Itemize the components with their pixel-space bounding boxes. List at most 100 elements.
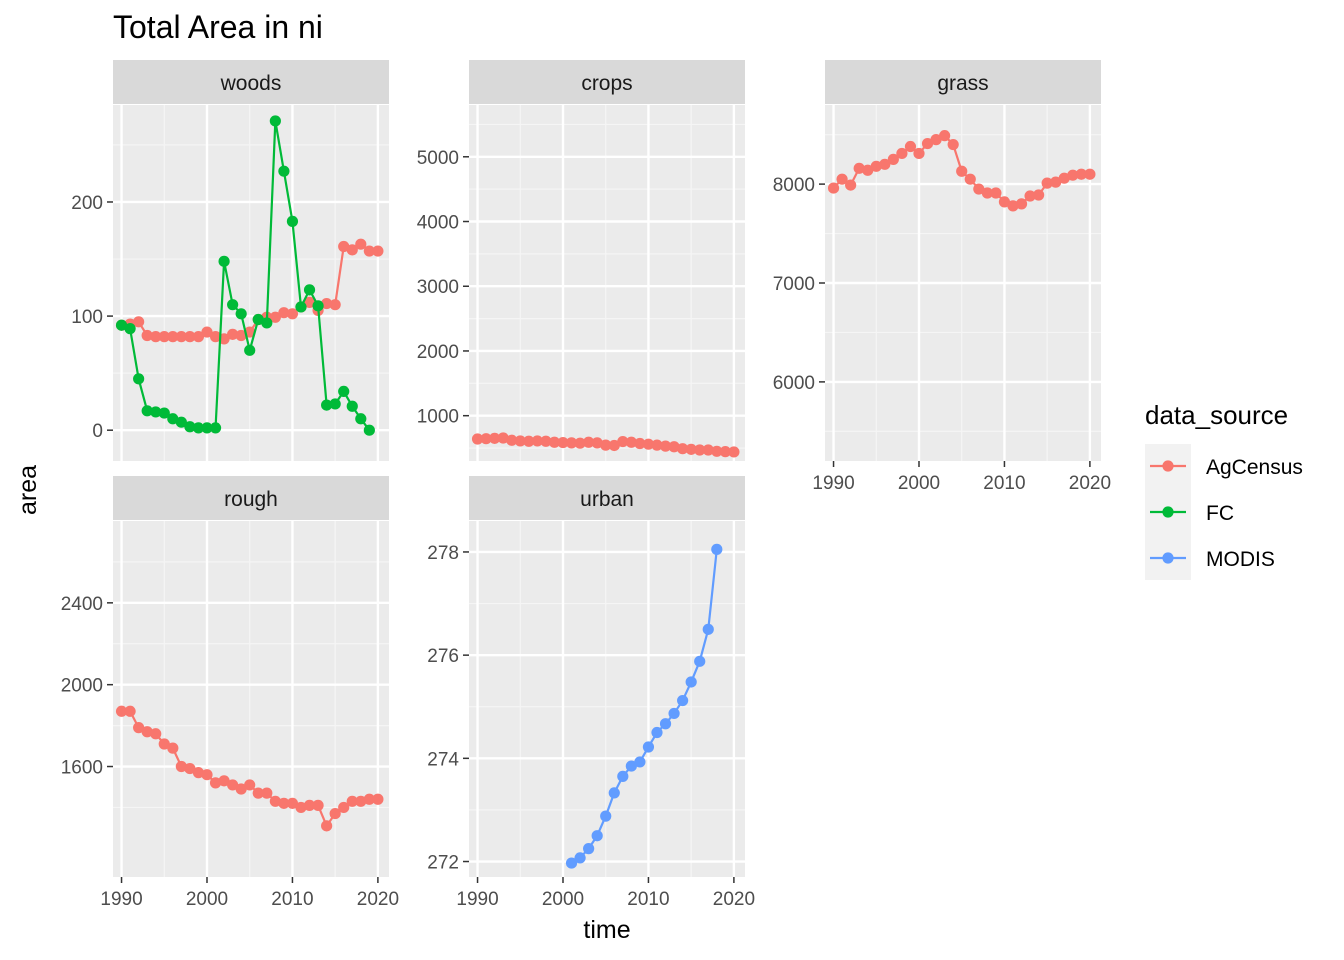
data-point xyxy=(845,179,857,191)
data-point xyxy=(719,446,731,458)
legend-entry-MODIS: MODIS xyxy=(1150,548,1275,571)
data-point xyxy=(887,153,899,165)
y-tick-label: 276 xyxy=(427,646,459,667)
data-point xyxy=(175,331,187,343)
data-point xyxy=(201,769,213,781)
data-point xyxy=(617,770,629,782)
data-point xyxy=(998,196,1011,208)
data-point xyxy=(355,413,367,425)
legend-entry-AgCensus: AgCensus xyxy=(1150,456,1303,479)
data-point xyxy=(685,443,697,455)
series-MODIS xyxy=(565,543,723,869)
y-axis-title: area xyxy=(14,465,42,515)
data-point xyxy=(329,398,341,410)
data-point xyxy=(184,762,196,775)
x-tick-label: 2000 xyxy=(542,889,584,910)
facet-strip xyxy=(469,476,745,520)
facet-strip-label: woods xyxy=(220,72,282,95)
data-point xyxy=(346,795,358,807)
data-point xyxy=(192,422,205,434)
x-tick-label: 2000 xyxy=(898,473,940,494)
x-tick-label: 1990 xyxy=(812,473,854,494)
data-point xyxy=(694,655,706,667)
y-tick-label: 6000 xyxy=(773,373,815,394)
legend-label: FC xyxy=(1206,502,1234,525)
data-point xyxy=(642,741,655,753)
panel-background xyxy=(113,521,389,877)
data-point xyxy=(685,676,697,688)
data-point xyxy=(1058,172,1070,184)
data-point xyxy=(158,331,170,343)
data-point xyxy=(167,331,179,343)
data-point xyxy=(295,301,307,313)
data-point xyxy=(227,328,239,340)
y-tick-label: 7000 xyxy=(773,274,815,295)
data-point xyxy=(372,793,384,805)
gridlines xyxy=(825,105,1101,461)
data-point xyxy=(261,317,273,329)
y-tick-label: 0 xyxy=(92,421,103,442)
data-point xyxy=(286,797,299,809)
data-point xyxy=(728,446,740,458)
data-point xyxy=(235,783,247,795)
data-point xyxy=(346,400,358,412)
data-point xyxy=(252,787,264,799)
data-point xyxy=(269,115,281,127)
data-point xyxy=(879,158,891,170)
data-point xyxy=(625,760,637,772)
facet-rough: rough 1600 2000 2400 1990 2000 2010 2020 xyxy=(61,476,399,910)
data-point xyxy=(1007,200,1019,212)
data-point xyxy=(158,407,170,419)
x-axis-title: time xyxy=(583,916,630,944)
facet-strip-label: urban xyxy=(580,488,634,511)
legend-label: AgCensus xyxy=(1206,456,1303,479)
series-AgCensus xyxy=(827,130,1096,212)
data-point xyxy=(338,385,350,397)
data-point xyxy=(896,147,908,160)
y-tick-label: 1000 xyxy=(417,407,459,428)
data-point xyxy=(295,801,307,814)
data-point xyxy=(115,705,128,717)
data-point xyxy=(608,439,620,452)
legend-key-point xyxy=(1162,552,1174,564)
data-point xyxy=(346,244,358,256)
data-point xyxy=(548,436,561,448)
data-point xyxy=(286,215,299,227)
data-point xyxy=(540,435,552,447)
panel-background xyxy=(469,105,745,461)
data-point xyxy=(184,421,196,433)
data-point xyxy=(956,165,968,177)
data-point xyxy=(497,432,509,444)
data-point xyxy=(235,329,247,342)
data-point xyxy=(329,807,341,820)
y-tick-label: 3000 xyxy=(417,277,459,298)
data-point xyxy=(227,779,239,791)
chart-title: Total Area in ni xyxy=(113,9,323,45)
data-point xyxy=(192,331,205,343)
data-point xyxy=(651,439,663,451)
data-point xyxy=(921,137,934,150)
data-point xyxy=(218,775,230,787)
y-tick-label: 5000 xyxy=(417,148,459,169)
y-tick-label: 100 xyxy=(71,307,103,328)
data-point xyxy=(583,436,595,448)
facet-panels: woods 0 100 200 crops 1000 2000 3000 4000 5000 gra… xyxy=(61,60,1111,910)
data-point xyxy=(150,406,162,418)
data-point xyxy=(1075,168,1087,180)
series-AgCensus xyxy=(115,705,384,832)
data-point xyxy=(600,439,612,451)
facet-strip xyxy=(113,60,389,104)
data-point xyxy=(506,434,518,446)
data-point xyxy=(363,793,375,805)
data-point xyxy=(1084,168,1096,180)
data-point xyxy=(312,300,324,312)
data-point xyxy=(269,311,281,323)
data-point xyxy=(201,326,213,338)
x-tick-label: 2020 xyxy=(713,889,755,910)
data-point xyxy=(981,187,993,199)
data-point xyxy=(167,413,179,425)
data-point xyxy=(471,433,484,445)
data-point xyxy=(1033,189,1045,201)
data-point xyxy=(625,436,637,448)
